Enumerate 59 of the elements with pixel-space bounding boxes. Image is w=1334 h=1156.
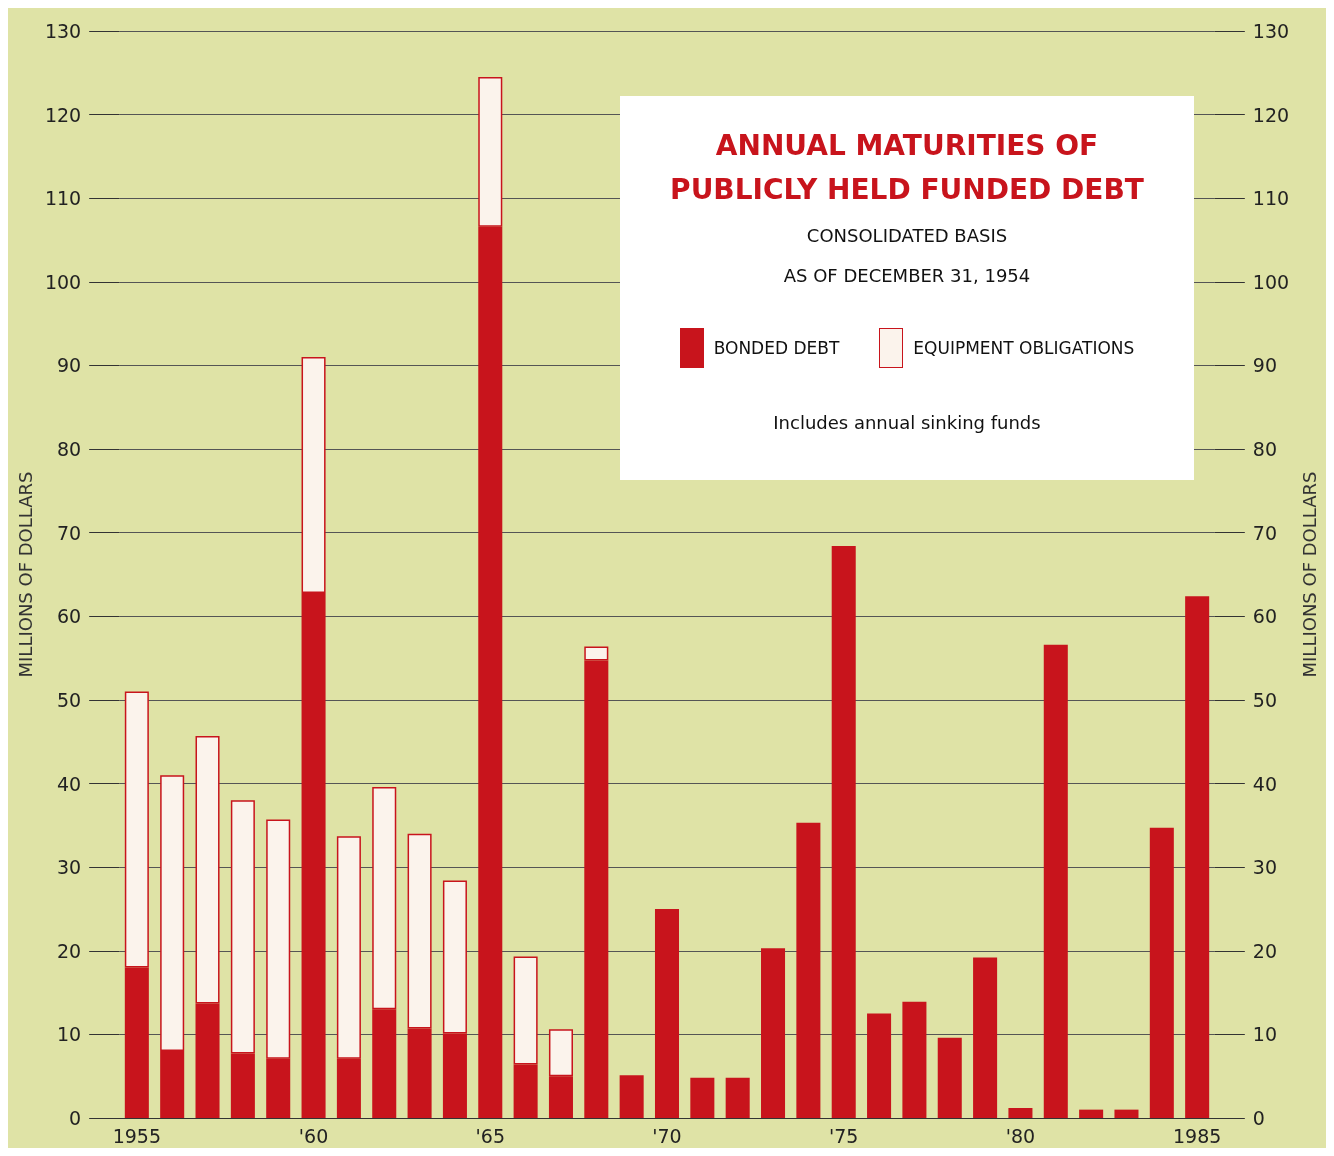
bar xyxy=(937,1037,962,1118)
y-tick-label: 70 xyxy=(56,521,82,544)
y-tick-label: 50 xyxy=(56,688,82,711)
y-tick-label: 90 xyxy=(56,354,82,377)
x-tick-label: '70 xyxy=(652,1124,682,1147)
y2-axis-title: MILLIONS OF DOLLARS xyxy=(1298,471,1320,678)
y2-tick-label: 90 xyxy=(1252,354,1278,377)
bar xyxy=(1008,1107,1033,1118)
y2-tick-label: 30 xyxy=(1252,856,1278,879)
bar xyxy=(831,546,856,1118)
y-tick-label: 110 xyxy=(44,187,82,210)
y-tick-label: 10 xyxy=(56,1023,82,1046)
y2-tick-label: 40 xyxy=(1252,772,1278,795)
y-tick-label: 40 xyxy=(56,772,82,795)
y2-tick-label: 80 xyxy=(1252,438,1278,461)
y-tick-label: 120 xyxy=(44,103,82,126)
x-tick-label: '75 xyxy=(829,1124,859,1147)
y2-tick-label: 100 xyxy=(1252,270,1290,293)
x-tick-label: '65 xyxy=(475,1124,505,1147)
y2-tick-label: 50 xyxy=(1252,688,1278,711)
y2-tick-label: 20 xyxy=(1252,939,1278,962)
y2-tick-label: 130 xyxy=(1252,20,1290,42)
bar xyxy=(654,908,680,1118)
x-tick-label: '60 xyxy=(298,1124,329,1147)
y-axis-title: MILLIONS OF DOLLARS xyxy=(14,471,36,678)
y2-tick-label: 70 xyxy=(1252,521,1278,544)
y-tick-label: 30 xyxy=(56,856,82,879)
x-tick-label: 1955 xyxy=(112,1124,162,1147)
y2-tick-label: 10 xyxy=(1252,1023,1278,1046)
y2-tick-label: 120 xyxy=(1252,103,1290,126)
x-tick-label: '80 xyxy=(1005,1124,1036,1147)
chart-title: ANNUAL MATURITIES OF PUBLICLY HELD FUNDED DEBT xyxy=(670,129,1144,206)
y-tick-label: 130 xyxy=(44,20,82,42)
bar xyxy=(902,1001,927,1118)
y-tick-label: 100 xyxy=(44,270,82,293)
bar xyxy=(1149,827,1174,1118)
bar xyxy=(796,822,821,1118)
legend-label: BONDED DEBT xyxy=(713,338,840,358)
y-tick-label: 20 xyxy=(56,939,82,962)
y-tick-label: 80 xyxy=(56,438,82,461)
bar xyxy=(867,1013,892,1118)
x-tick-label: 1985 xyxy=(1172,1124,1222,1147)
y2-tick-label: 60 xyxy=(1252,605,1278,628)
bar xyxy=(1114,1109,1139,1118)
bar xyxy=(1079,1109,1104,1118)
text: CONSOLIDATED BASIS AS OF DECEMBER 31, 1954 xyxy=(783,225,1031,286)
bar xyxy=(725,1077,750,1118)
bar xyxy=(619,1075,644,1118)
annotation: Includes annual sinking funds xyxy=(772,412,1042,433)
bar xyxy=(1043,644,1068,1118)
bar xyxy=(690,1077,715,1118)
y-tick-label: 60 xyxy=(56,605,82,628)
bar xyxy=(973,957,998,1118)
legend-label: EQUIPMENT OBLIGATIONS xyxy=(913,338,1135,358)
y-tick-label: 0 xyxy=(69,1107,82,1129)
bar xyxy=(761,948,786,1118)
y2-tick-label: 0 xyxy=(1252,1107,1265,1129)
y2-tick-label: 110 xyxy=(1252,187,1290,210)
bar xyxy=(1185,596,1210,1118)
